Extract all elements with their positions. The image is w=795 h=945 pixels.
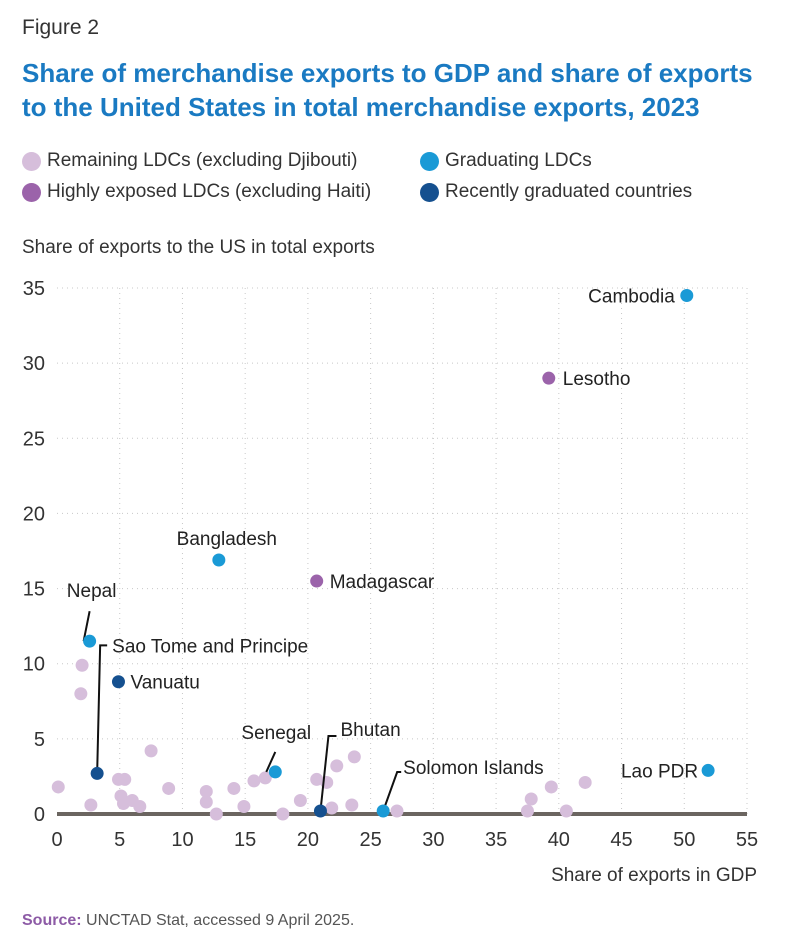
point-remaining-ldcs-excluding-djibouti-3 — [84, 798, 98, 812]
point-remaining-ldcs-excluding-djibouti-12 — [199, 784, 213, 798]
y-tick-label-15: 15 — [23, 579, 45, 601]
point-remaining-ldcs-excluding-djibouti-23 — [325, 801, 339, 815]
point-lao-pdr — [701, 763, 715, 777]
point-remaining-ldcs-excluding-djibouti-30 — [544, 780, 558, 794]
chart-title: Share of merchandise exports to GDP and … — [22, 58, 753, 122]
point-senegal — [268, 765, 282, 779]
data-label-sao-tome-and-principe: Sao Tome and Principe — [112, 636, 308, 657]
x-tick-label-55: 55 — [736, 829, 758, 851]
y-tick-label-30: 30 — [23, 353, 45, 375]
x-tick-label-0: 0 — [51, 829, 62, 851]
data-label-bhutan: Bhutan — [340, 720, 400, 741]
x-tick-label-50: 50 — [673, 829, 695, 851]
data-label-senegal: Senegal — [241, 723, 311, 744]
point-remaining-ldcs-excluding-djibouti-32 — [578, 775, 592, 789]
point-remaining-ldcs-excluding-djibouti-21 — [310, 772, 324, 786]
point-remaining-ldcs-excluding-djibouti-1 — [75, 658, 89, 672]
point-remaining-ldcs-excluding-djibouti-20 — [293, 793, 307, 807]
point-remaining-ldcs-excluding-djibouti-5 — [118, 772, 132, 786]
legend-label-recently-graduated: Recently graduated countries — [445, 181, 693, 202]
data-label-lesotho: Lesotho — [563, 369, 631, 390]
legend-swatch-remaining-ldcs — [22, 151, 41, 171]
y-tick-label-10: 10 — [23, 654, 45, 676]
point-remaining-ldcs-excluding-djibouti-9 — [133, 799, 147, 813]
point-remaining-ldcs-excluding-djibouti-25 — [345, 798, 359, 812]
source-label: Source: — [22, 912, 82, 929]
point-remaining-ldcs-excluding-djibouti-29 — [524, 792, 538, 806]
data-label-madagascar: Madagascar — [330, 572, 435, 593]
y-tick-label-20: 20 — [23, 503, 45, 525]
legend-swatch-highly-exposed-ldcs — [22, 182, 41, 202]
legend-item-recently-graduated: Recently graduated countries — [420, 181, 692, 203]
point-remaining-ldcs-excluding-djibouti-10 — [144, 744, 158, 758]
data-label-solomon-islands: Solomon Islands — [403, 758, 543, 779]
legend-item-highly-exposed-ldcs: Highly exposed LDCs (excluding Haiti) — [22, 181, 371, 203]
point-vanuatu — [111, 675, 125, 689]
point-remaining-ldcs-excluding-djibouti-14 — [209, 807, 223, 821]
point-remaining-ldcs-excluding-djibouti-18 — [258, 771, 272, 785]
legend-item-remaining-ldcs: Remaining LDCs (excluding Djibouti) — [22, 150, 357, 172]
point-remaining-ldcs-excluding-djibouti-2 — [74, 687, 88, 701]
x-tick-label-30: 30 — [422, 829, 444, 851]
y-tick-label-35: 35 — [23, 278, 45, 300]
point-remaining-ldcs-excluding-djibouti-17 — [247, 774, 261, 788]
point-remaining-ldcs-excluding-djibouti-0 — [51, 780, 65, 794]
point-remaining-ldcs-excluding-djibouti-13 — [199, 795, 213, 809]
x-tick-label-5: 5 — [114, 829, 125, 851]
legend-label-highly-exposed-ldcs: Highly exposed LDCs (excluding Haiti) — [47, 181, 372, 202]
legend-swatch-graduating-ldcs — [420, 151, 439, 171]
point-remaining-ldcs-excluding-djibouti-19 — [276, 807, 290, 821]
point-remaining-ldcs-excluding-djibouti-27 — [390, 804, 404, 818]
x-tick-label-40: 40 — [548, 829, 570, 851]
data-label-vanuatu: Vanuatu — [130, 673, 199, 694]
point-remaining-ldcs-excluding-djibouti-28 — [520, 804, 534, 818]
source-text: UNCTAD Stat, accessed 9 April 2025. — [81, 912, 355, 929]
point-bhutan — [313, 804, 327, 818]
data-label-nepal: Nepal — [67, 581, 117, 602]
leader-line-solomon-islands — [382, 770, 402, 812]
point-remaining-ldcs-excluding-djibouti-31 — [559, 804, 573, 818]
x-tick-label-25: 25 — [360, 829, 382, 851]
legend: Remaining LDCs (excluding Djibouti) Grad… — [22, 150, 782, 212]
point-solomon-islands — [376, 804, 390, 818]
leader-line-bhutan — [319, 734, 337, 812]
data-label-cambodia: Cambodia — [588, 287, 675, 308]
x-tick-label-35: 35 — [485, 829, 507, 851]
leader-line-sao-tome-and-principe — [96, 644, 108, 774]
point-nepal — [83, 634, 97, 648]
leader-line-nepal — [82, 610, 91, 642]
leader-line-senegal — [265, 751, 277, 773]
point-sao-tome-and-principe — [90, 766, 104, 780]
x-tick-label-15: 15 — [234, 829, 256, 851]
x-tick-label-45: 45 — [610, 829, 632, 851]
y-tick-label-5: 5 — [34, 729, 45, 751]
y-tick-label-0: 0 — [34, 804, 45, 826]
legend-label-remaining-ldcs: Remaining LDCs (excluding Djibouti) — [47, 150, 358, 171]
point-remaining-ldcs-excluding-djibouti-26 — [347, 750, 361, 764]
figure-label: Figure 2 — [22, 16, 100, 39]
point-cambodia — [680, 289, 694, 303]
x-tick-label-20: 20 — [297, 829, 319, 851]
x-axis-title: Share of exports in GDP — [551, 865, 757, 886]
y-tick-label-25: 25 — [23, 428, 45, 450]
point-remaining-ldcs-excluding-djibouti-16 — [237, 799, 251, 813]
source-note: Source: UNCTAD Stat, accessed 9 April 20… — [22, 912, 354, 930]
legend-swatch-recently-graduated — [420, 182, 439, 202]
x-tick-label-10: 10 — [171, 829, 193, 851]
legend-label-graduating-ldcs: Graduating LDCs — [445, 150, 592, 171]
data-label-lao-pdr: Lao PDR — [621, 761, 698, 782]
data-label-bangladesh: Bangladesh — [177, 529, 277, 550]
y-axis-title: Share of exports to the US in total expo… — [22, 237, 375, 258]
point-bangladesh — [212, 553, 226, 567]
point-remaining-ldcs-excluding-djibouti-15 — [227, 781, 241, 795]
point-lesotho — [542, 371, 556, 385]
point-madagascar — [310, 574, 324, 588]
legend-item-graduating-ldcs: Graduating LDCs — [420, 150, 592, 172]
point-remaining-ldcs-excluding-djibouti-24 — [330, 759, 344, 773]
point-remaining-ldcs-excluding-djibouti-11 — [162, 781, 176, 795]
